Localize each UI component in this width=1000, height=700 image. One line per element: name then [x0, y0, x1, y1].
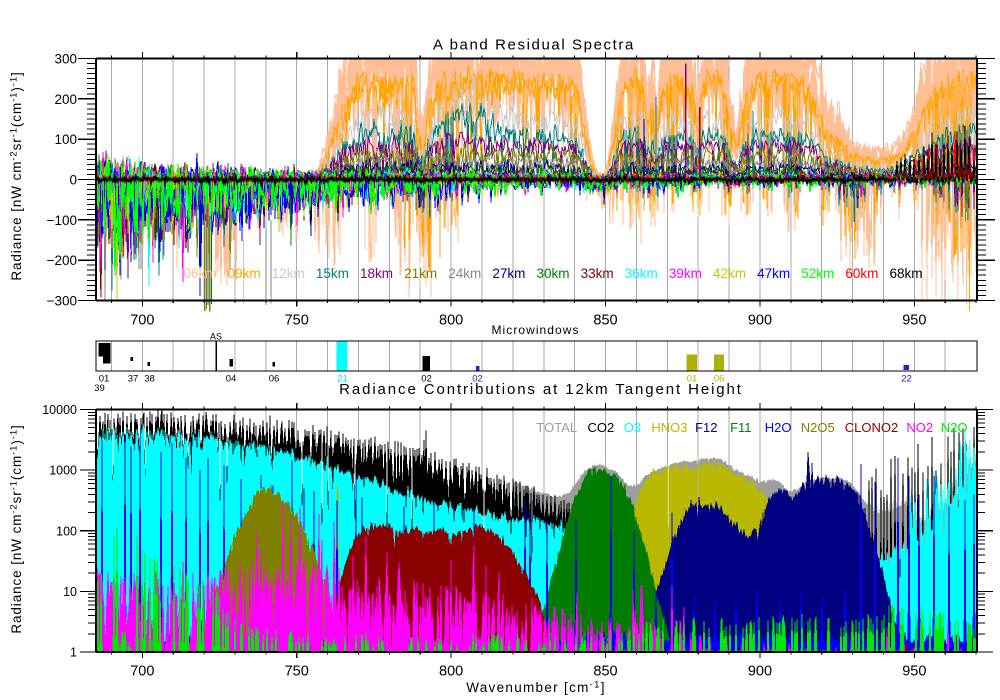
svg-text:22: 22: [901, 374, 912, 385]
svg-text:750: 750: [285, 664, 309, 680]
svg-text:02: 02: [472, 374, 483, 385]
svg-text:06: 06: [269, 374, 280, 385]
svg-text:27km: 27km: [492, 266, 525, 281]
svg-text:36km: 36km: [625, 266, 658, 281]
svg-text:800: 800: [439, 664, 463, 680]
svg-text:04: 04: [226, 374, 237, 385]
svg-text:−100: −100: [47, 213, 77, 228]
svg-text:H2O: H2O: [765, 420, 792, 435]
svg-text:750: 750: [285, 313, 309, 329]
svg-text:900: 900: [748, 664, 772, 680]
svg-text:06: 06: [714, 374, 725, 385]
svg-text:200: 200: [54, 92, 77, 107]
svg-text:06km: 06km: [183, 266, 216, 281]
svg-text:TOTAL: TOTAL: [536, 420, 577, 435]
svg-text:300: 300: [54, 52, 77, 67]
svg-text:38: 38: [144, 374, 155, 385]
svg-text:NO2: NO2: [906, 420, 933, 435]
svg-text:A band Residual Spectra: A band Residual Spectra: [433, 37, 635, 54]
svg-text:68km: 68km: [889, 266, 922, 281]
svg-text:39: 39: [94, 383, 105, 394]
svg-text:100: 100: [54, 132, 77, 147]
svg-text:900: 900: [748, 313, 772, 329]
svg-text:HNO3: HNO3: [651, 420, 687, 435]
svg-text:Microwindows: Microwindows: [492, 323, 580, 337]
svg-text:09km: 09km: [228, 266, 261, 281]
svg-text:O3: O3: [624, 420, 641, 435]
svg-text:AS: AS: [210, 332, 222, 342]
svg-text:950: 950: [902, 313, 926, 329]
svg-text:60km: 60km: [845, 266, 878, 281]
svg-text:Radiance [nW cm-2sr-1(cm-1)-1]: Radiance [nW cm-2sr-1(cm-1)-1]: [9, 424, 25, 633]
svg-text:−300: −300: [47, 294, 77, 309]
svg-text:12km: 12km: [272, 266, 305, 281]
svg-text:850: 850: [593, 664, 617, 680]
svg-text:F11: F11: [730, 420, 751, 435]
svg-text:0: 0: [69, 173, 77, 188]
svg-text:15km: 15km: [316, 266, 349, 281]
svg-text:800: 800: [439, 313, 463, 329]
svg-text:N2O: N2O: [941, 420, 968, 435]
svg-text:21km: 21km: [404, 266, 437, 281]
svg-text:700: 700: [130, 313, 154, 329]
svg-text:−200: −200: [47, 253, 77, 268]
svg-text:N2O5: N2O5: [801, 420, 835, 435]
svg-text:01: 01: [99, 374, 110, 385]
svg-text:33km: 33km: [581, 266, 614, 281]
svg-text:1: 1: [70, 646, 77, 660]
svg-text:100: 100: [56, 524, 77, 538]
svg-text:02: 02: [421, 374, 432, 385]
svg-text:01: 01: [687, 374, 698, 385]
svg-text:24km: 24km: [448, 266, 481, 281]
svg-text:52km: 52km: [801, 266, 834, 281]
svg-text:37: 37: [128, 374, 139, 385]
svg-text:Wavenumber [cm-1]: Wavenumber [cm-1]: [466, 680, 606, 696]
svg-text:Radiance Contributions at 12km: Radiance Contributions at 12km Tangent H…: [339, 381, 743, 398]
svg-text:18km: 18km: [360, 266, 393, 281]
svg-text:10000: 10000: [42, 403, 77, 417]
svg-text:1000: 1000: [49, 464, 77, 478]
svg-text:850: 850: [593, 313, 617, 329]
svg-text:47km: 47km: [757, 266, 790, 281]
svg-text:Radiance [nW cm-2sr-1(cm-1)-1]: Radiance [nW cm-2sr-1(cm-1)-1]: [9, 71, 25, 280]
svg-text:F12: F12: [695, 420, 717, 435]
svg-text:CO2: CO2: [588, 420, 615, 435]
svg-text:950: 950: [902, 664, 926, 680]
svg-text:30km: 30km: [536, 266, 569, 281]
svg-text:42km: 42km: [713, 266, 746, 281]
svg-text:39km: 39km: [669, 266, 702, 281]
svg-text:21: 21: [337, 374, 348, 385]
svg-text:10: 10: [63, 585, 77, 599]
svg-text:700: 700: [130, 664, 154, 680]
svg-text:CLONO2: CLONO2: [845, 420, 898, 435]
